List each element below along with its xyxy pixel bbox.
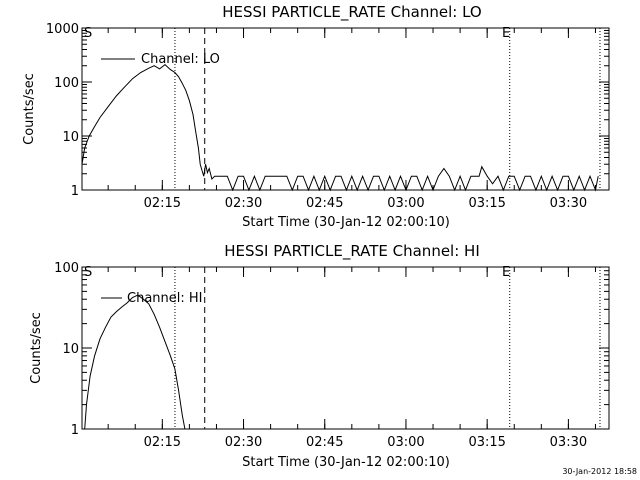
y-axis-label-hi: Counts/sec (29, 312, 44, 384)
time-markers-hi (174, 267, 601, 429)
footer-timestamp: 30-Jan-2012 18:58 (562, 467, 637, 476)
x-tick-label: 02:30 (225, 435, 262, 450)
series-line-lo (81, 63, 599, 192)
x-axis-label-lo: Start Time (30-Jan-12 02:00:10) (242, 215, 450, 230)
panel-lo: HESSI PARTICLE_RATE Channel: LO Counts/s… (22, 3, 610, 230)
y-tick-label: 100 (54, 76, 79, 91)
x-tick-label: 03:00 (387, 435, 424, 450)
y-tick-label: 1 (71, 184, 79, 199)
x-tick-label: 02:15 (144, 435, 181, 450)
y-ticks-hi: 1 10 100 (54, 261, 609, 438)
legend-label-hi: Channel: HI (127, 291, 203, 306)
x-tick-label: 03:30 (550, 435, 587, 450)
x-tick-label: 03:15 (468, 196, 505, 211)
x-tick-label: 02:30 (225, 196, 262, 211)
end-marker-lo: E (502, 26, 510, 41)
x-tick-label: 03:15 (468, 435, 505, 450)
start-marker-lo: S (84, 26, 92, 41)
y-axis-label-lo: Counts/sec (22, 73, 37, 145)
y-tick-label: 10 (62, 130, 79, 145)
x-tick-label: 02:45 (306, 435, 343, 450)
x-tick-label: 03:00 (387, 196, 424, 211)
x-tick-label: 02:45 (306, 196, 343, 211)
plot-frame-lo (81, 27, 610, 191)
chart-title-hi: HESSI PARTICLE_RATE Channel: HI (224, 242, 480, 261)
panel-hi: HESSI PARTICLE_RATE Channel: HI Counts/s… (29, 242, 610, 470)
y-ticks-lo: 1 10 100 1000 (46, 22, 609, 199)
x-tick-label: 03:30 (550, 196, 587, 211)
end-marker-hi: E (502, 265, 510, 280)
x-ticks-lo: 02:15 02:30 02:45 03:00 03:15 03:30 (107, 28, 596, 211)
y-tick-label: 10 (62, 342, 79, 357)
time-markers-lo (174, 28, 601, 190)
legend-label-lo: Channel: LO (141, 52, 220, 67)
chart-title-lo: HESSI PARTICLE_RATE Channel: LO (222, 3, 481, 22)
x-tick-label: 02:15 (144, 196, 181, 211)
y-tick-label: 1000 (46, 22, 79, 37)
x-ticks-hi: 02:15 02:30 02:45 03:00 03:15 03:30 (107, 267, 596, 450)
x-axis-label-hi: Start Time (30-Jan-12 02:00:10) (242, 455, 450, 470)
y-tick-label: 1 (71, 423, 79, 438)
start-marker-hi: S (84, 265, 92, 280)
series-line-hi (84, 294, 186, 430)
y-tick-label: 100 (54, 261, 79, 276)
